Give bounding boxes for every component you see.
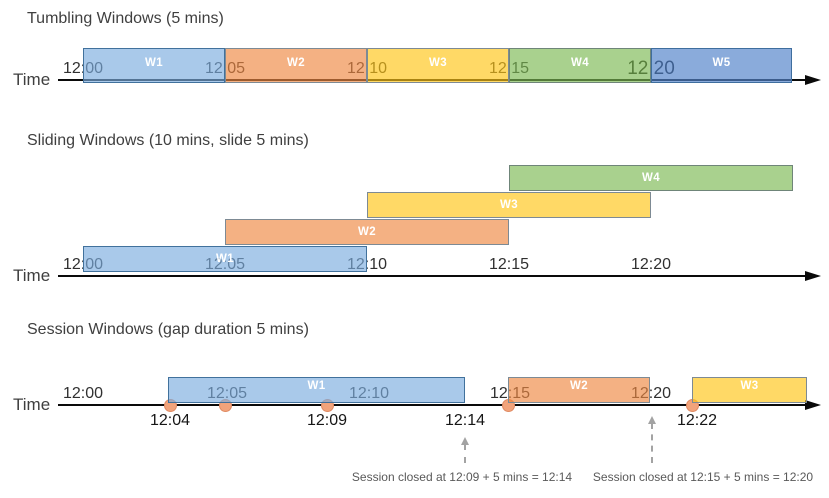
window-label: W3: [740, 380, 759, 392]
session-time-axis-line: [58, 404, 806, 407]
tick-label-12-00: 12:00: [62, 385, 104, 402]
tick-label-12-15: 12:15: [488, 256, 530, 273]
window-label: W1: [144, 57, 164, 69]
event-time-label-12-04: 12:04: [149, 412, 191, 429]
tumbling-window-w4: W4: [509, 48, 651, 83]
sliding-axis-arrowhead-icon: [805, 270, 821, 281]
dashed-arrow-line: [651, 423, 653, 463]
session-annotation: Session closed at 12:09 + 5 mins = 12:14: [351, 470, 573, 484]
sliding-window-w1: W1: [83, 246, 367, 272]
tumbling-time-axis-label: Time: [13, 70, 51, 89]
tumbling-window-w3: W3: [367, 48, 509, 83]
tumbling-window-w1: W1: [83, 48, 225, 83]
session-annotation: Session closed at 12:15 + 5 mins = 12:20: [592, 470, 814, 484]
sliding-window-w3: W3: [367, 192, 651, 218]
event-time-label-12-14: 12:14: [444, 412, 486, 429]
session-section-title: Session Windows (gap duration 5 mins): [27, 321, 309, 338]
window-label: W4: [570, 57, 590, 69]
session-time-axis-label: Time: [13, 395, 51, 414]
window-label: W2: [286, 57, 306, 69]
tumbling-window-w2: W2: [225, 48, 367, 83]
dashed-arrow-icon: [460, 437, 469, 445]
window-label: W2: [569, 380, 589, 392]
sliding-section-title: Sliding Windows (10 mins, slide 5 mins): [27, 132, 309, 149]
sliding-window-w2: W2: [225, 219, 509, 245]
window-label: W1: [215, 253, 235, 265]
tumbling-section-title: Tumbling Windows (5 mins): [27, 10, 224, 27]
session-window-w1: W1: [168, 377, 465, 403]
sliding-window-w4: W4: [509, 165, 793, 191]
sliding-time-axis-label: Time: [13, 266, 51, 285]
window-label: W3: [499, 199, 519, 211]
event-time-label-12-09: 12:09: [306, 412, 348, 429]
sliding-time-axis-line: [58, 275, 806, 278]
window-label: W1: [307, 380, 326, 392]
tumbling-window-w5: W5: [651, 48, 792, 83]
dashed-arrow-line: [464, 444, 466, 463]
session-window-w2: W2: [508, 377, 650, 403]
window-label: W5: [712, 57, 731, 69]
window-label: W3: [428, 57, 448, 69]
session-axis-arrowhead-icon: [805, 399, 821, 410]
tick-label-12-20: 12:20: [630, 256, 672, 273]
event-time-label-12-22: 12:22: [676, 412, 718, 429]
window-label: W2: [357, 226, 377, 238]
tumbling-axis-arrowhead-icon: [805, 74, 821, 85]
window-label: W4: [641, 172, 661, 184]
dashed-arrow-icon: [647, 416, 656, 424]
session-window-w3: W3: [692, 377, 807, 403]
